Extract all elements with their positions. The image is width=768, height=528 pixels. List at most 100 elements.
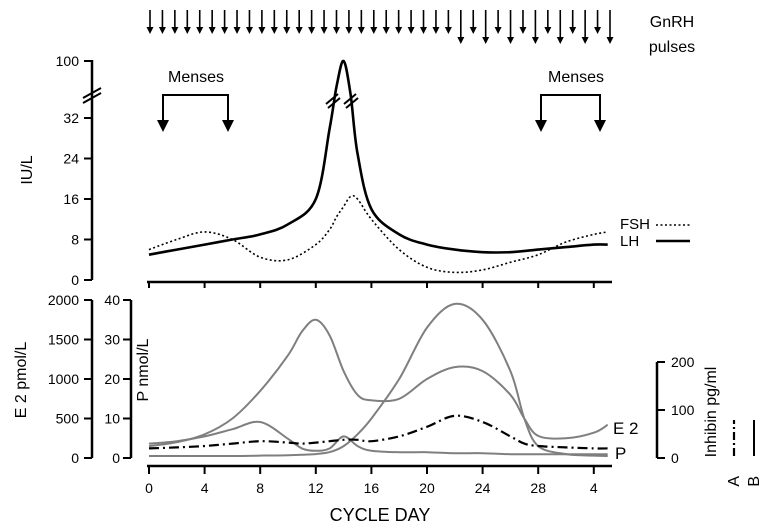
upper-panel: 0 8 16 24 32 100 IU/L Menses Menses <box>19 53 690 288</box>
label-p: P <box>615 444 626 463</box>
gnrh-pulse-arrowhead <box>345 27 353 34</box>
menses-bracket-left: Menses <box>157 69 234 132</box>
inhibin-legend: A B <box>726 420 763 487</box>
gnrh-pulse-arrowhead <box>183 27 191 34</box>
legend-label-b: B <box>746 476 763 487</box>
series-line-inhibin-a <box>148 414 608 450</box>
menses-arrow <box>535 120 547 132</box>
gnrh-pulse-arrowhead <box>196 27 204 34</box>
gnrh-pulse-arrowhead <box>457 37 465 44</box>
menses-bracket-right: Menses <box>535 69 606 132</box>
upper-axis-break-mark <box>82 87 102 99</box>
e2-y-label: E 2 pmol/L <box>13 342 30 419</box>
gnrh-pulse-arrowhead <box>594 27 602 34</box>
menses-arrow <box>157 120 169 132</box>
e2-y-ticks: 0 500 1000 1500 2000 <box>48 292 92 466</box>
e2-y-tick-label: 500 <box>56 411 80 427</box>
upper-y-tick-label: 24 <box>63 151 79 167</box>
gnrh-pulse-arrowhead <box>245 27 253 34</box>
gnrh-pulse-arrowhead <box>395 27 403 34</box>
e2-y-tick-label: 2000 <box>48 292 79 308</box>
gnrh-pulse-arrowhead <box>308 27 316 34</box>
gnrh-pulse-arrowhead <box>581 37 589 44</box>
e2-y-tick-label: 1000 <box>48 371 79 387</box>
x-tick-label: 20 <box>419 480 435 496</box>
gnrh-pulse-arrowhead <box>507 37 515 44</box>
gnrh-pulse-arrowhead <box>221 27 229 34</box>
gnrh-pulse-arrowhead <box>258 27 266 34</box>
gnrh-pulse-arrowhead <box>531 37 539 44</box>
series-line-inhibin-b <box>148 420 608 456</box>
gnrh-pulse-arrowhead <box>357 27 365 34</box>
gnrh-pulse-arrowhead <box>208 27 216 34</box>
upper-y-tick-label: 0 <box>71 272 79 288</box>
gnrh-pulse-arrowhead <box>407 27 415 34</box>
gnrh-pulse-arrowhead <box>171 27 179 34</box>
gnrh-pulse-arrowhead <box>482 37 490 44</box>
x-tick-label: 0 <box>145 480 153 496</box>
upper-y-label: IU/L <box>19 155 36 184</box>
menses-label-right: Menses <box>548 69 604 86</box>
inhibin-y-tick-label: 200 <box>671 354 695 370</box>
x-axis-title: CYCLE DAY <box>330 505 431 525</box>
gnrh-label-line1: GnRH <box>650 14 694 31</box>
x-tick-label: 16 <box>364 480 380 496</box>
lh-peak-break-marks <box>325 93 359 109</box>
e2-y-tick-label: 0 <box>71 450 79 466</box>
gnrh-pulse-arrowhead <box>444 27 452 34</box>
gnrh-pulse-arrowhead <box>469 27 477 34</box>
p-y-tick-label: 20 <box>104 371 120 387</box>
gnrh-pulse-arrowhead <box>146 27 154 34</box>
gnrh-pulse-arrowhead <box>382 27 390 34</box>
inhibin-y-label: Inhibin pg/ml <box>703 367 720 458</box>
gnrh-pulse-arrowhead <box>606 37 614 44</box>
label-e2-text: E 2 <box>613 419 639 438</box>
gnrh-pulse-arrowhead <box>544 27 552 34</box>
p-y-ticks: 0 10 20 30 40 <box>104 292 131 466</box>
e2-y-tick-label: 1500 <box>48 332 79 348</box>
gnrh-pulse-arrowhead <box>295 27 303 34</box>
gnrh-pulse-arrowhead <box>370 27 378 34</box>
p-y-label: P nmol/L <box>135 338 152 401</box>
p-y-tick-label: 0 <box>112 450 120 466</box>
legend-label-a: A <box>726 476 743 487</box>
legend-label-lh: LH <box>620 233 639 250</box>
x-tick-label: 4 <box>590 480 598 496</box>
series-line-lh <box>148 59 608 256</box>
x-tick-label: 28 <box>530 480 546 496</box>
gnrh-pulse-arrowhead <box>270 27 278 34</box>
series-line-e2 <box>148 318 609 448</box>
gnrh-pulse-arrowhead <box>569 27 577 34</box>
p-y-tick-label: 40 <box>104 292 120 308</box>
menses-label-left: Menses <box>168 69 224 86</box>
upper-y-tick-label: 32 <box>63 110 79 126</box>
gnrh-pulse-arrowhead <box>494 27 502 34</box>
gnrh-pulse-arrowhead <box>320 27 328 34</box>
menses-arrow <box>594 120 606 132</box>
gnrh-pulse-arrowhead <box>519 27 527 34</box>
inhibin-y-tick-label: 0 <box>671 450 679 466</box>
upper-y-tick-label: 16 <box>63 191 79 207</box>
series-line-p <box>149 302 608 458</box>
series-line-fsh <box>148 194 608 274</box>
x-ticks: 0 4 8 12 16 20 24 28 4 <box>145 282 598 496</box>
upper-y-ticks: 0 8 16 24 32 100 <box>56 53 92 288</box>
gnrh-pulse-arrowhead <box>332 27 340 34</box>
gnrh-pulse-arrowhead <box>158 27 166 34</box>
x-tick-label: 4 <box>201 480 209 496</box>
gnrh-pulse-arrowhead <box>233 27 241 34</box>
gnrh-pulse-arrowhead <box>556 37 564 44</box>
gnrh-pulse-arrowhead <box>420 27 428 34</box>
gnrh-label-line2: pulses <box>649 39 695 56</box>
x-tick-label: 8 <box>256 480 264 496</box>
inhibin-y-tick-label: 100 <box>671 402 695 418</box>
p-y-tick-label: 10 <box>104 411 120 427</box>
upper-y-tick-label: 8 <box>71 232 79 248</box>
gnrh-pulse-arrowhead <box>432 27 440 34</box>
x-tick-label: 24 <box>475 480 491 496</box>
gnrh-pulse-arrowhead <box>283 27 291 34</box>
upper-y-tick-label: 100 <box>56 53 80 69</box>
gnrh-pulses <box>146 10 614 44</box>
upper-axis-break-mark <box>82 92 102 104</box>
